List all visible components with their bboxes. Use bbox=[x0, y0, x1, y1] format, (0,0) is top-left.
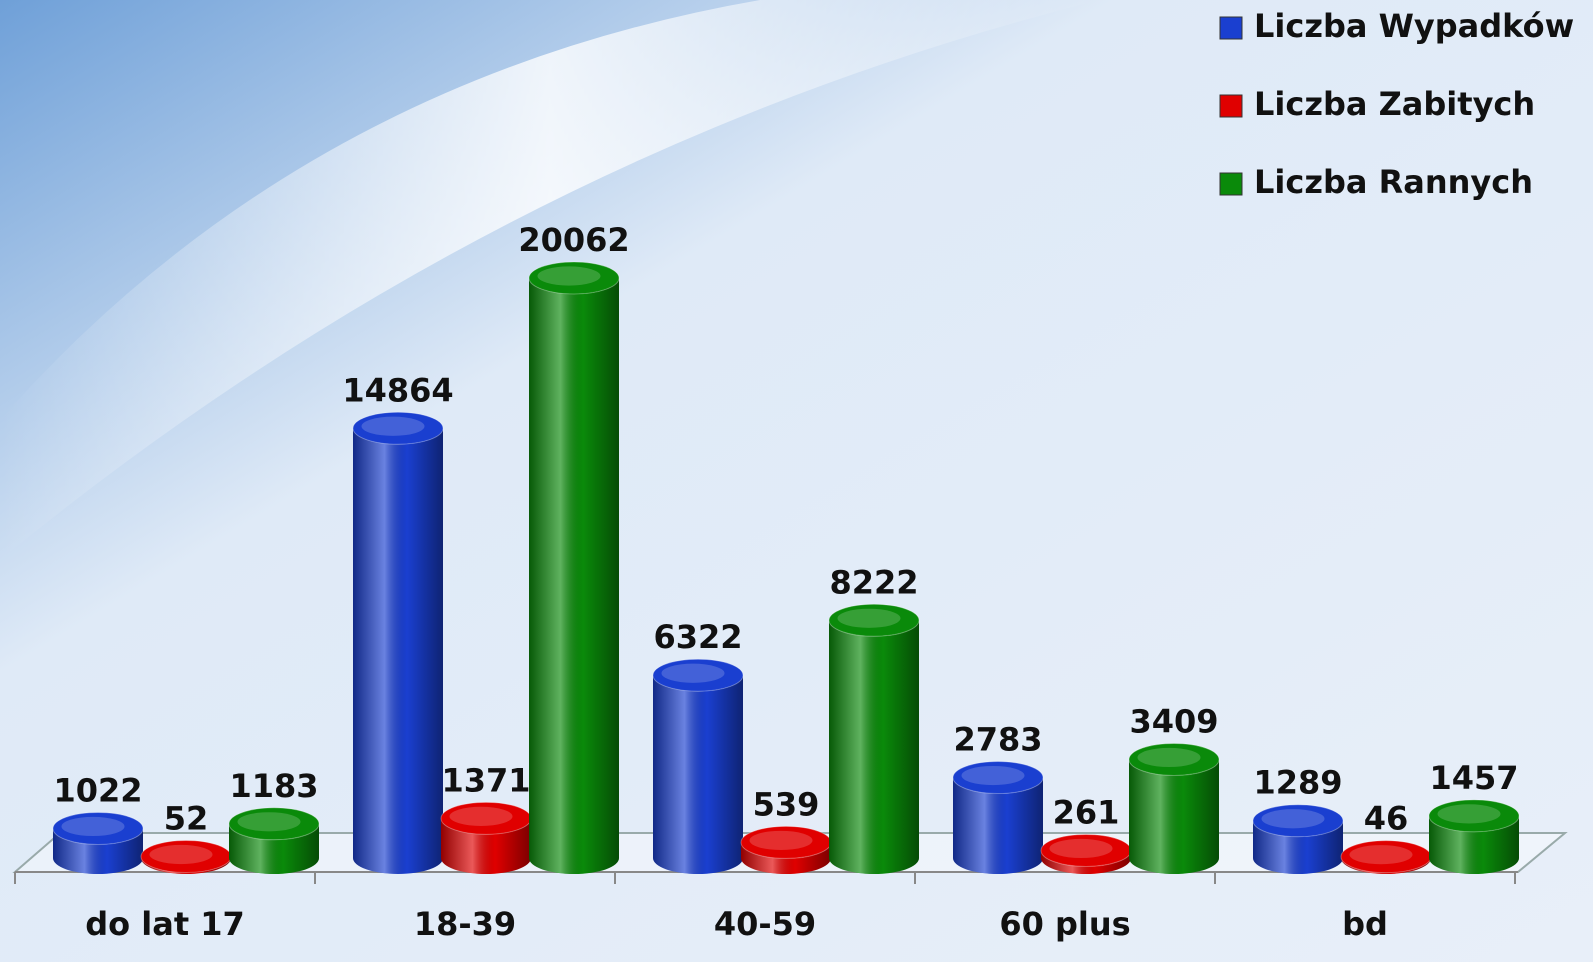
data-label: 1457 bbox=[1429, 759, 1518, 797]
cylinder-top-shine bbox=[1137, 747, 1201, 768]
data-label: 261 bbox=[1053, 793, 1120, 831]
cylinder-top-shine bbox=[961, 765, 1025, 786]
cylinder-top-shine bbox=[1437, 804, 1501, 824]
data-label: 14864 bbox=[342, 371, 453, 409]
x-tick-label: 18-39 bbox=[414, 905, 516, 943]
cylinder-top-shine bbox=[149, 844, 213, 865]
cylinder-top bbox=[652, 658, 744, 692]
cylinder-top-shine bbox=[361, 416, 425, 436]
data-label: 1289 bbox=[1253, 764, 1342, 802]
legend-swatch bbox=[1219, 94, 1243, 118]
cylinder-top bbox=[828, 603, 920, 637]
cylinder-top-shine bbox=[1349, 845, 1413, 865]
data-label: 8222 bbox=[829, 563, 918, 601]
cylinder-shade bbox=[829, 620, 919, 874]
cylinder-top bbox=[528, 261, 620, 295]
data-label: 6322 bbox=[653, 618, 742, 656]
cylinder-shade bbox=[229, 823, 319, 874]
legend-label: Liczba Rannych bbox=[1254, 163, 1533, 201]
cylinder-shade bbox=[953, 777, 1043, 874]
x-tick-label: bd bbox=[1342, 905, 1388, 943]
cylinder-top bbox=[52, 811, 144, 845]
legend-label: Liczba Wypadków bbox=[1254, 7, 1574, 45]
cylinder-top-shine bbox=[749, 830, 813, 851]
cylinder-shade bbox=[1041, 850, 1131, 874]
cylinder-top-shine bbox=[837, 608, 901, 628]
cylinder-shade bbox=[653, 675, 743, 874]
legend-label: Liczba Zabitych bbox=[1254, 85, 1535, 123]
cylinder-shade bbox=[529, 278, 619, 874]
data-label: 539 bbox=[753, 785, 820, 823]
cylinder-top bbox=[1128, 742, 1220, 776]
x-tick-label: do lat 17 bbox=[85, 905, 245, 943]
cylinder-top bbox=[1428, 799, 1520, 833]
data-label: 46 bbox=[1364, 800, 1409, 838]
cylinder-shade bbox=[53, 828, 143, 874]
cylinder-shade bbox=[1429, 815, 1519, 874]
x-tick-label: 60 plus bbox=[999, 905, 1130, 943]
cylinder-top-shine bbox=[61, 816, 125, 837]
cylinder-shade bbox=[1253, 820, 1343, 874]
data-label: 3409 bbox=[1129, 702, 1218, 740]
background-swoosh bbox=[0, 0, 1100, 560]
data-label: 20062 bbox=[518, 221, 629, 259]
data-label: 2783 bbox=[953, 721, 1042, 759]
data-label: 1183 bbox=[229, 767, 318, 805]
x-tick-label: 40-59 bbox=[714, 905, 816, 943]
data-label: 52 bbox=[164, 799, 209, 837]
data-label: 1022 bbox=[53, 771, 142, 809]
cylinder-shade bbox=[1129, 759, 1219, 874]
cylinder-top-shine bbox=[237, 812, 301, 832]
cylinder-top-shine bbox=[537, 266, 601, 286]
cylinder-top bbox=[952, 761, 1044, 795]
legend-swatch bbox=[1219, 16, 1243, 40]
cylinder-top bbox=[1252, 804, 1344, 838]
cylinder-top-shine bbox=[1049, 838, 1113, 859]
cylinder-top-shine bbox=[1261, 809, 1325, 829]
cylinder-shade bbox=[741, 842, 831, 874]
cylinder-top-shine bbox=[661, 663, 725, 683]
legend-swatch bbox=[1219, 172, 1243, 196]
cylinder-shade bbox=[353, 428, 443, 874]
cylinder-top bbox=[228, 807, 320, 841]
cylinder-top-shine bbox=[449, 806, 513, 826]
cylinder-shade bbox=[441, 818, 531, 874]
data-label: 1371 bbox=[441, 761, 530, 799]
cylinder-top bbox=[352, 411, 444, 445]
